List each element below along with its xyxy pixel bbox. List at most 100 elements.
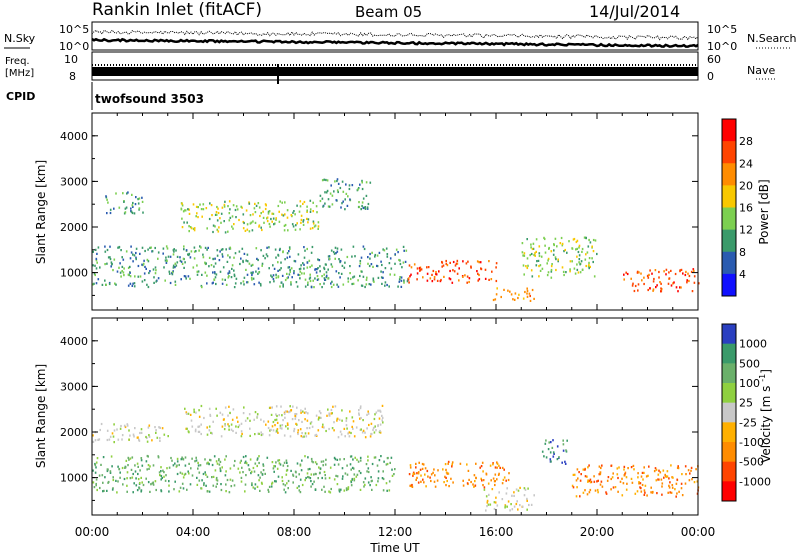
data-point	[550, 268, 553, 272]
data-point	[306, 419, 309, 422]
data-point	[228, 428, 230, 431]
data-point	[401, 266, 403, 269]
data-point	[95, 259, 98, 262]
data-point	[394, 468, 396, 471]
data-point	[596, 252, 598, 256]
data-point	[416, 267, 419, 270]
data-point	[445, 476, 447, 479]
data-point	[275, 480, 277, 483]
data-point	[240, 435, 243, 438]
data-point	[397, 251, 399, 254]
data-point	[508, 472, 510, 475]
data-point	[363, 247, 366, 251]
data-point	[230, 276, 233, 279]
data-point	[214, 469, 217, 472]
data-point	[323, 485, 325, 488]
data-point	[366, 470, 368, 473]
data-point	[496, 461, 498, 464]
data-point	[295, 475, 298, 478]
data-point	[325, 271, 328, 274]
data-point	[324, 477, 327, 480]
data-point	[216, 249, 219, 252]
time-tick-label: 16:00	[479, 525, 514, 539]
data-point	[372, 428, 374, 431]
data-point	[187, 208, 189, 211]
data-point	[155, 269, 157, 272]
data-point	[334, 246, 337, 249]
data-point	[295, 413, 298, 416]
data-point	[578, 471, 580, 474]
data-point	[445, 471, 448, 474]
data-point	[548, 246, 550, 250]
data-point	[468, 280, 470, 284]
colorbar-swatch	[722, 229, 736, 253]
data-point	[96, 261, 98, 264]
data-point	[320, 416, 322, 419]
data-point	[596, 480, 598, 483]
data-point	[281, 476, 283, 479]
data-point	[270, 274, 272, 277]
data-point	[459, 462, 462, 465]
data-point	[686, 279, 688, 282]
data-point	[597, 491, 599, 494]
data-point	[376, 254, 379, 257]
data-point	[187, 470, 189, 473]
data-point	[163, 471, 165, 474]
data-point	[123, 200, 125, 203]
data-point	[251, 263, 254, 266]
data-point	[301, 459, 303, 462]
data-point	[580, 260, 583, 263]
data-point	[204, 246, 207, 249]
data-point	[158, 471, 161, 474]
data-point	[361, 179, 363, 182]
data-point	[215, 213, 218, 216]
data-point	[399, 262, 402, 266]
data-point	[269, 429, 271, 432]
data-point	[282, 483, 285, 486]
data-point	[335, 252, 337, 255]
data-point	[584, 468, 586, 471]
data-point	[241, 432, 243, 435]
data-point	[205, 262, 207, 265]
data-point	[240, 476, 243, 479]
data-point	[209, 458, 211, 461]
data-point	[299, 478, 302, 481]
data-point	[421, 462, 424, 466]
data-point	[521, 242, 524, 245]
time-tick-label: 00:00	[75, 525, 110, 539]
data-point	[521, 505, 524, 508]
data-point	[292, 405, 294, 408]
data-point	[92, 440, 95, 443]
data-point	[113, 207, 115, 210]
data-point	[416, 272, 419, 275]
data-point	[348, 435, 351, 438]
data-point	[351, 416, 354, 419]
data-point	[368, 264, 371, 268]
data-point	[338, 490, 341, 493]
data-point	[280, 405, 282, 408]
data-point	[256, 413, 259, 416]
data-point	[437, 469, 439, 472]
data-point	[501, 482, 504, 485]
data-point	[403, 249, 405, 252]
data-point	[283, 434, 286, 437]
data-point	[170, 456, 172, 460]
data-point	[308, 277, 311, 280]
data-point	[175, 264, 178, 267]
data-point	[242, 455, 245, 459]
data-point	[294, 413, 296, 416]
data-point	[188, 230, 190, 233]
data-point	[229, 208, 231, 211]
data-point	[504, 506, 506, 509]
data-point	[531, 247, 534, 251]
data-point	[585, 264, 587, 268]
data-point	[558, 456, 560, 459]
data-point	[258, 271, 260, 274]
data-point	[631, 481, 634, 484]
data-point	[120, 275, 122, 278]
data-point	[183, 275, 186, 278]
data-point	[432, 471, 434, 474]
colorbar-swatch	[722, 383, 736, 404]
data-point	[536, 260, 538, 263]
data-point	[477, 279, 479, 282]
